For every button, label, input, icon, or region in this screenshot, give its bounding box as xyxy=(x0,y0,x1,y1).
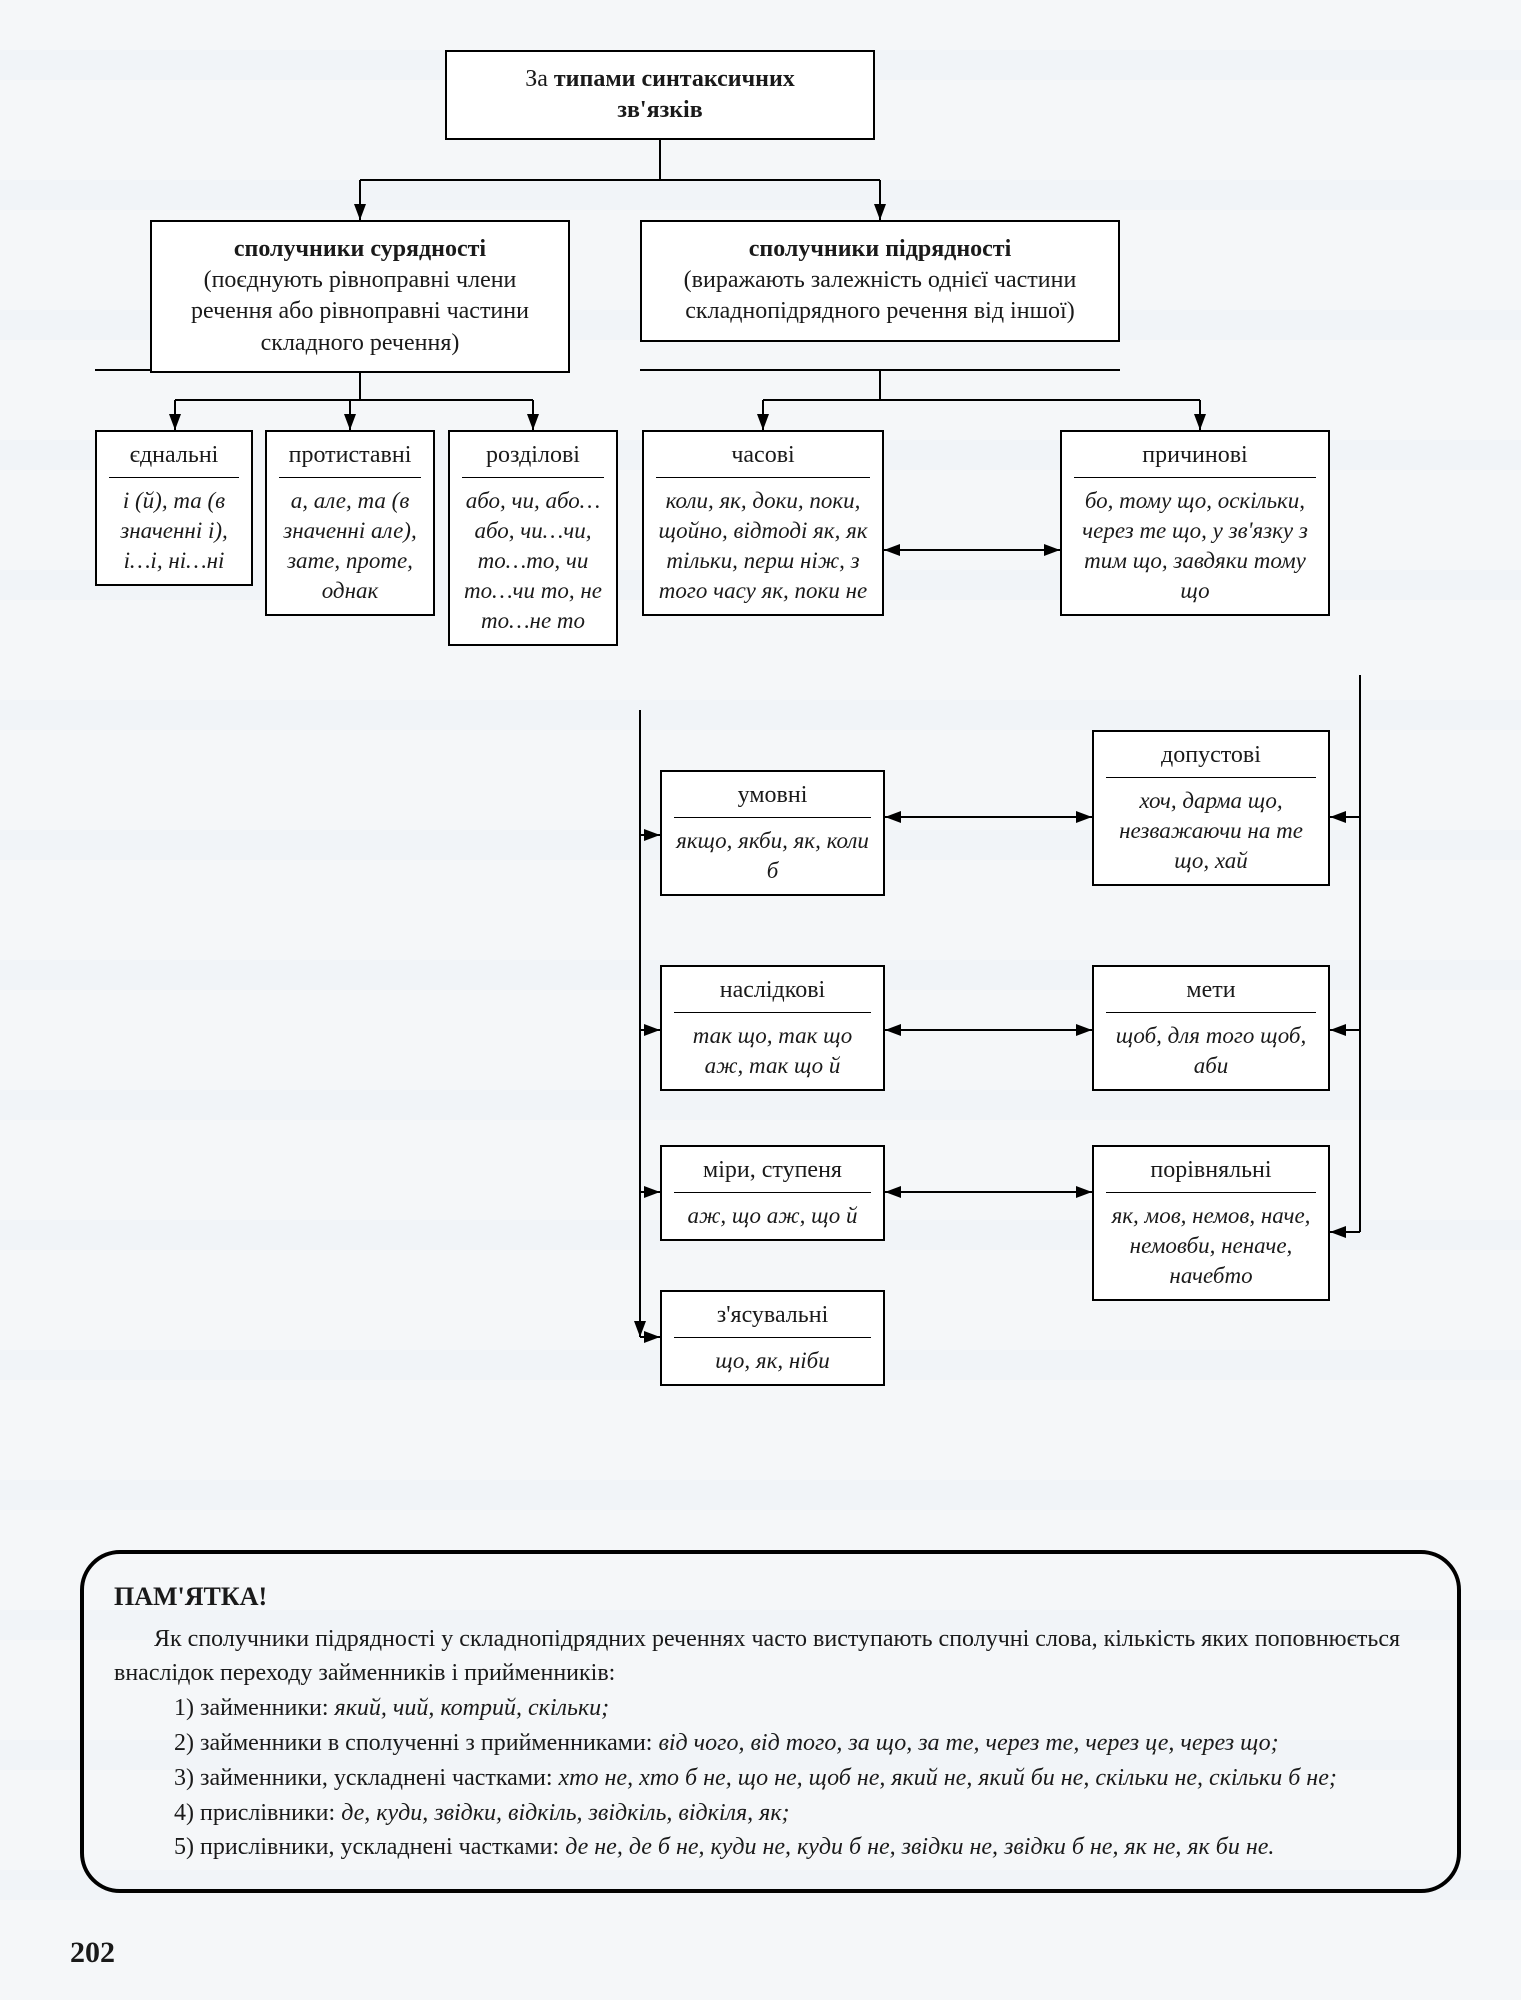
subr0-name: причинові xyxy=(1074,440,1316,477)
memo-item2-ex: від чого, від того, за що, за те, через … xyxy=(658,1730,1278,1756)
subord-box-explanatory: з'ясувальні що, як, ніби xyxy=(660,1290,885,1386)
root-box: За типами синтаксичних зв'язків xyxy=(445,50,875,140)
subord-box-concessive: допустові хоч, дарма що, незважаючи на т… xyxy=(1092,730,1330,886)
memo-item4-num: 4) xyxy=(174,1800,194,1826)
subl3-examples: аж, що аж, що й xyxy=(674,1192,871,1231)
subl1-name: умовні xyxy=(674,780,871,817)
memo-box: ПАМ'ЯТКА! Як сполучники підрядності у ск… xyxy=(80,1550,1461,1893)
memo-item4-ex: де, куди, звідки, відкіль, звідкіль, від… xyxy=(341,1800,789,1826)
subl0-name: часові xyxy=(656,440,870,477)
subord-box-conditional: умовні якщо, якби, як, коли б xyxy=(660,770,885,896)
root-line2: зв'язків xyxy=(465,95,855,126)
memo-item-2: 2) займенники в сполученні з прийменника… xyxy=(114,1726,1427,1761)
subr3-examples: як, мов, немов, наче, немовби, неначе, н… xyxy=(1106,1192,1316,1291)
subord-box-purpose: мети щоб, для того щоб, аби xyxy=(1092,965,1330,1091)
page-content: За типами синтаксичних зв'язків сполучни… xyxy=(0,0,1521,1953)
subr1-examples: хоч, дарма що, незважаючи на те що, хай xyxy=(1106,777,1316,876)
subr0-examples: бо, тому що, оскільки, через те що, у зв… xyxy=(1074,477,1316,606)
subord-box-consecutive: наслідкові так що, так що аж, так що й xyxy=(660,965,885,1091)
subl3-name: міри, ступеня xyxy=(674,1155,871,1192)
coord1-name: протиставні xyxy=(279,440,421,477)
memo-item2-num: 2) xyxy=(174,1730,194,1756)
memo-item1-num: 1) xyxy=(174,1695,194,1721)
memo-intro: Як сполучники підрядності у складнопідря… xyxy=(114,1622,1427,1692)
subord-box-causal: причинові бо, тому що, оскільки, через т… xyxy=(1060,430,1330,616)
root-line1: За типами синтаксичних xyxy=(465,64,855,95)
memo-item1-text: займенники: xyxy=(200,1695,329,1721)
subord-box-comparative: порівняльні як, мов, немов, наче, немовб… xyxy=(1092,1145,1330,1301)
syntax-diagram: За типами синтаксичних зв'язків сполучни… xyxy=(60,50,1481,1520)
memo-item-5: 5) прислівники, ускладнені частками: де … xyxy=(114,1830,1427,1865)
memo-item3-text: займенники, ускладнені частками: xyxy=(200,1765,553,1791)
subord-title: сполучники підрядності xyxy=(660,234,1100,265)
coord-conjunctions-main: сполучники сурядності (поєднують рівнопр… xyxy=(150,220,570,373)
memo-item4-text: прислівники: xyxy=(200,1800,335,1826)
subr3-name: порівняльні xyxy=(1106,1155,1316,1192)
subl0-examples: коли, як, доки, поки, щойно, відтоді як,… xyxy=(656,477,870,606)
memo-item5-ex: де не, де б не, куди не, куди б не, звід… xyxy=(565,1834,1274,1860)
subr2-name: мети xyxy=(1106,975,1316,1012)
subl1-examples: якщо, якби, як, коли б xyxy=(674,817,871,886)
subr1-name: допустові xyxy=(1106,740,1316,777)
root-bold: типами синтаксичних xyxy=(554,66,795,92)
subord-desc: (виражають залежність однієї частини скл… xyxy=(660,265,1100,327)
memo-item2-text: займенники в сполученні з прийменниками: xyxy=(200,1730,652,1756)
coord0-examples: і (й), та (в значенні і), і…і, ні…ні xyxy=(109,477,239,576)
memo-item5-num: 5) xyxy=(174,1834,194,1860)
subord-box-degree: міри, ступеня аж, що аж, що й xyxy=(660,1145,885,1241)
coord-box-copulative: єднальні і (й), та (в значенні і), і…і, … xyxy=(95,430,253,586)
coord-box-adversative: протиставні а, але, та (в значенні але),… xyxy=(265,430,435,616)
memo-item-4: 4) прислівники: де, куди, звідки, відкіл… xyxy=(114,1796,1427,1831)
memo-title: ПАМ'ЯТКА! xyxy=(114,1578,1427,1616)
memo-item5-text: прислівники, ускладнені частками: xyxy=(200,1834,559,1860)
coord2-examples: або, чи, або…або, чи…чи, то…то, чи то…чи… xyxy=(462,477,604,635)
subr2-examples: щоб, для того щоб, аби xyxy=(1106,1012,1316,1081)
coord0-name: єднальні xyxy=(109,440,239,477)
subl4-examples: що, як, ніби xyxy=(674,1337,871,1376)
memo-item-3: 3) займенники, ускладнені частками: хто … xyxy=(114,1761,1427,1796)
coord-desc: (поєднують рівноправні члени речення або… xyxy=(170,265,550,359)
memo-item1-ex: який, чий, котрий, скільки; xyxy=(335,1695,610,1721)
subl4-name: з'ясувальні xyxy=(674,1300,871,1337)
subord-conjunctions-main: сполучники підрядності (виражають залежн… xyxy=(640,220,1120,342)
coord1-examples: а, але, та (в значенні але), зате, проте… xyxy=(279,477,421,606)
memo-item-1: 1) займенники: який, чий, котрий, скільк… xyxy=(114,1691,1427,1726)
subord-box-temporal: часові коли, як, доки, поки, щойно, відт… xyxy=(642,430,884,616)
coord-title: сполучники сурядності xyxy=(170,234,550,265)
memo-item3-num: 3) xyxy=(174,1765,194,1791)
coord2-name: розділові xyxy=(462,440,604,477)
subl2-examples: так що, так що аж, так що й xyxy=(674,1012,871,1081)
memo-item3-ex: хто не, хто б не, що не, щоб не, який не… xyxy=(559,1765,1337,1791)
coord-box-disjunctive: розділові або, чи, або…або, чи…чи, то…то… xyxy=(448,430,618,646)
subl2-name: наслідкові xyxy=(674,975,871,1012)
